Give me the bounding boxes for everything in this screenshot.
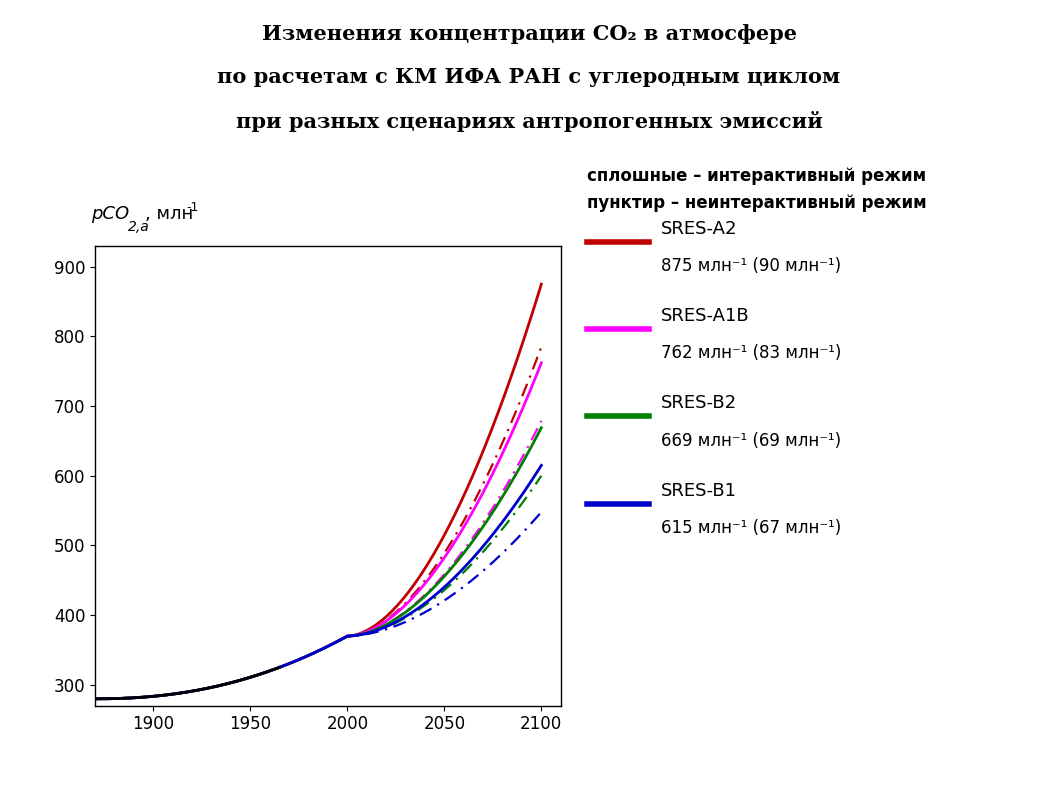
- Text: сплошные – интерактивный режим: сплошные – интерактивный режим: [587, 167, 927, 185]
- Text: при разных сценариях антропогенных эмиссий: при разных сценариях антропогенных эмисс…: [236, 111, 822, 132]
- Text: 615 млн⁻¹ (67 млн⁻¹): 615 млн⁻¹ (67 млн⁻¹): [661, 519, 841, 537]
- Text: 669 млн⁻¹ (69 млн⁻¹): 669 млн⁻¹ (69 млн⁻¹): [661, 431, 841, 450]
- Text: пунктир – неинтерактивный режим: пунктир – неинтерактивный режим: [587, 194, 927, 213]
- Text: SRES-A1B: SRES-A1B: [661, 307, 750, 325]
- Text: SRES-B2: SRES-B2: [661, 394, 737, 412]
- Text: -1: -1: [186, 201, 198, 213]
- Text: 875 млн⁻¹ (90 млн⁻¹): 875 млн⁻¹ (90 млн⁻¹): [661, 257, 841, 275]
- Text: SRES-B1: SRES-B1: [661, 481, 737, 500]
- Text: , млн: , млн: [145, 205, 194, 223]
- Text: Изменения концентрации СО₂ в атмосфере: Изменения концентрации СО₂ в атмосфере: [261, 24, 797, 44]
- Text: 762 млн⁻¹ (83 млн⁻¹): 762 млн⁻¹ (83 млн⁻¹): [661, 344, 841, 362]
- Text: pСО: pСО: [91, 205, 129, 223]
- Text: SRES-A2: SRES-A2: [661, 220, 737, 238]
- Text: 2,а: 2,а: [128, 220, 149, 235]
- Text: по расчетам с КМ ИФА РАН с углеродным циклом: по расчетам с КМ ИФА РАН с углеродным ци…: [217, 67, 841, 87]
